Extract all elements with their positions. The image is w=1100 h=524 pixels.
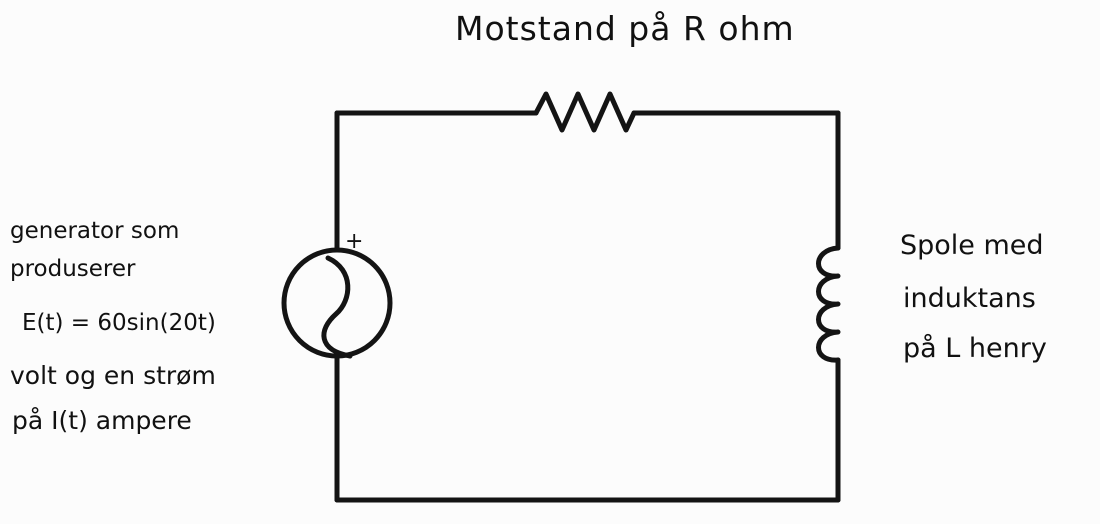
generator-label-line1: generator som	[10, 218, 180, 244]
sine-wave-icon	[321, 255, 353, 359]
inductor-label-line2: induktans	[903, 283, 1036, 314]
inductor-label-line3: på L henry	[903, 333, 1047, 364]
inductor-coil-symbol	[816, 245, 841, 363]
inductor-label-line1: Spole med	[900, 230, 1044, 261]
resistor-label: Motstand på R ohm	[455, 9, 795, 48]
polarity-plus-label: +	[345, 229, 363, 254]
generator-equation: E(t) = 60sin(20t)	[22, 310, 216, 336]
resistor-symbol	[533, 91, 637, 133]
generator-label-line4: volt og en strøm	[10, 361, 216, 390]
generator-label-line2: produserer	[10, 256, 136, 282]
generator-label-line5: på I(t) ampere	[12, 406, 192, 435]
